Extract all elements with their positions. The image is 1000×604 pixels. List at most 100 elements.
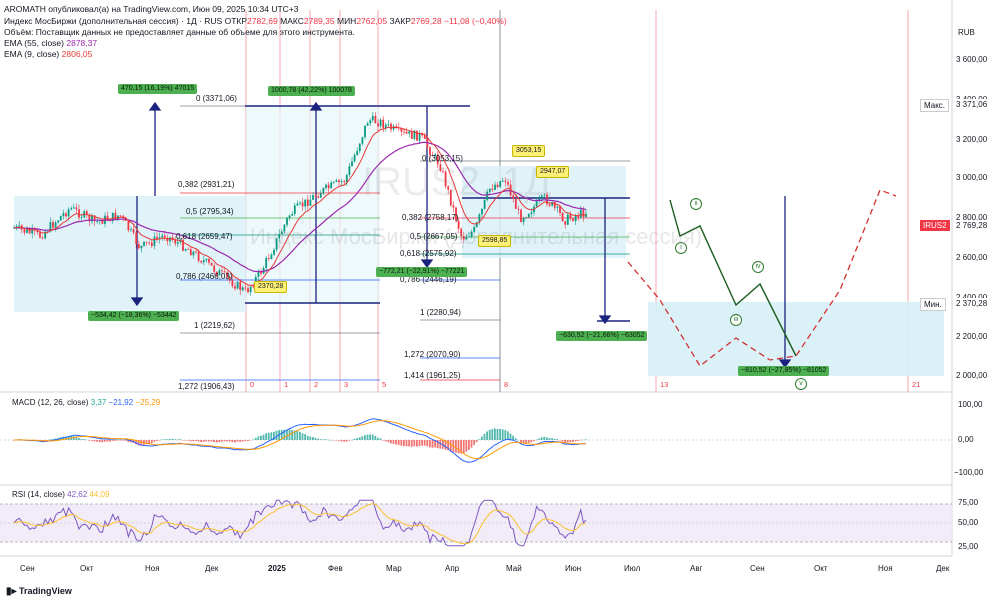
candle[interactable] — [283, 224, 286, 232]
candle[interactable] — [156, 236, 158, 240]
candle[interactable] — [369, 120, 372, 124]
candle[interactable] — [535, 200, 538, 207]
candle[interactable] — [356, 150, 359, 155]
candle[interactable] — [197, 252, 200, 261]
candle[interactable] — [491, 188, 494, 190]
candle[interactable] — [530, 212, 533, 214]
candle[interactable] — [75, 207, 78, 210]
candle[interactable] — [145, 241, 148, 243]
candle[interactable] — [338, 180, 340, 183]
candle[interactable] — [483, 199, 486, 209]
candle[interactable] — [496, 184, 499, 188]
candle[interactable] — [148, 242, 151, 244]
macd-histogram[interactable] — [13, 428, 587, 454]
candle[interactable] — [39, 232, 41, 238]
wave-v-label[interactable]: v — [795, 378, 807, 390]
candle[interactable] — [449, 189, 452, 206]
candle[interactable] — [556, 206, 559, 208]
candle[interactable] — [582, 209, 585, 217]
candle[interactable] — [478, 214, 481, 223]
candle[interactable] — [423, 135, 426, 139]
candle[interactable] — [358, 143, 361, 151]
candle[interactable] — [161, 235, 164, 238]
candle[interactable] — [553, 202, 556, 208]
candle[interactable] — [67, 209, 70, 217]
candle[interactable] — [59, 216, 62, 221]
candle[interactable] — [470, 231, 473, 237]
candle[interactable] — [486, 191, 489, 200]
candle[interactable] — [400, 128, 403, 132]
candle[interactable] — [345, 174, 348, 183]
rsi-legend[interactable]: RSI (14, close) 42,62 44,09 — [12, 490, 110, 499]
rsi-ma-line[interactable] — [13, 502, 587, 545]
macd-line[interactable] — [13, 418, 587, 463]
candle[interactable] — [244, 287, 247, 289]
candle[interactable] — [579, 209, 582, 218]
candle[interactable] — [257, 271, 260, 277]
wave-iii-label[interactable]: iii — [730, 314, 742, 326]
candle[interactable] — [226, 272, 229, 278]
candle[interactable] — [119, 215, 122, 217]
candle[interactable] — [312, 195, 314, 200]
ema9-legend[interactable]: EMA (9, close) 2806,05 — [4, 49, 93, 59]
candle[interactable] — [130, 229, 132, 231]
candle[interactable] — [85, 211, 88, 215]
measure-4[interactable]: −772,21 (−22,91%) −77221 — [376, 267, 468, 277]
candle[interactable] — [205, 258, 208, 261]
candle[interactable] — [395, 126, 398, 128]
candle[interactable] — [260, 271, 262, 274]
candle[interactable] — [184, 249, 187, 251]
candle[interactable] — [387, 123, 390, 125]
candle[interactable] — [514, 198, 517, 209]
candle[interactable] — [309, 199, 312, 206]
candle[interactable] — [322, 187, 325, 194]
macd-legend[interactable]: MACD (12, 26, close) 3,37 −21,92 −25,29 — [12, 398, 161, 407]
candle[interactable] — [288, 215, 291, 219]
candle[interactable] — [166, 237, 169, 242]
candle[interactable] — [106, 215, 109, 221]
candle[interactable] — [122, 215, 125, 218]
candle[interactable] — [215, 271, 218, 276]
candle[interactable] — [296, 203, 299, 206]
candle[interactable] — [436, 154, 439, 165]
candle[interactable] — [465, 237, 468, 240]
candle[interactable] — [247, 288, 249, 293]
candle[interactable] — [543, 194, 546, 196]
candle[interactable] — [569, 214, 572, 219]
candle[interactable] — [452, 205, 455, 208]
candle[interactable] — [114, 212, 117, 220]
candle[interactable] — [179, 239, 182, 243]
candle[interactable] — [455, 207, 457, 221]
candle[interactable] — [418, 133, 421, 141]
candle[interactable] — [457, 220, 460, 229]
candle[interactable] — [527, 213, 530, 218]
candle[interactable] — [174, 240, 177, 244]
candle[interactable] — [273, 249, 275, 255]
candle[interactable] — [540, 195, 543, 199]
ema9-line[interactable] — [13, 126, 587, 287]
candle[interactable] — [13, 227, 15, 229]
candle[interactable] — [228, 277, 231, 281]
candle[interactable] — [379, 119, 382, 127]
candle[interactable] — [267, 258, 270, 259]
candle[interactable] — [26, 229, 28, 233]
candle[interactable] — [49, 222, 52, 232]
candle[interactable] — [65, 213, 67, 217]
candle[interactable] — [351, 161, 353, 167]
candle[interactable] — [444, 171, 447, 187]
candle[interactable] — [44, 231, 47, 239]
candle[interactable] — [223, 271, 226, 273]
price-label-mid[interactable]: 2947,07 — [536, 166, 570, 178]
candle[interactable] — [301, 202, 304, 207]
candle[interactable] — [429, 147, 431, 155]
candle[interactable] — [182, 239, 184, 251]
candle[interactable] — [442, 171, 444, 172]
candle[interactable] — [361, 137, 364, 144]
candle[interactable] — [210, 262, 213, 266]
candle[interactable] — [150, 242, 153, 246]
candle[interactable] — [163, 235, 166, 238]
candle[interactable] — [96, 220, 99, 222]
candle[interactable] — [127, 220, 130, 231]
candle[interactable] — [18, 225, 21, 227]
